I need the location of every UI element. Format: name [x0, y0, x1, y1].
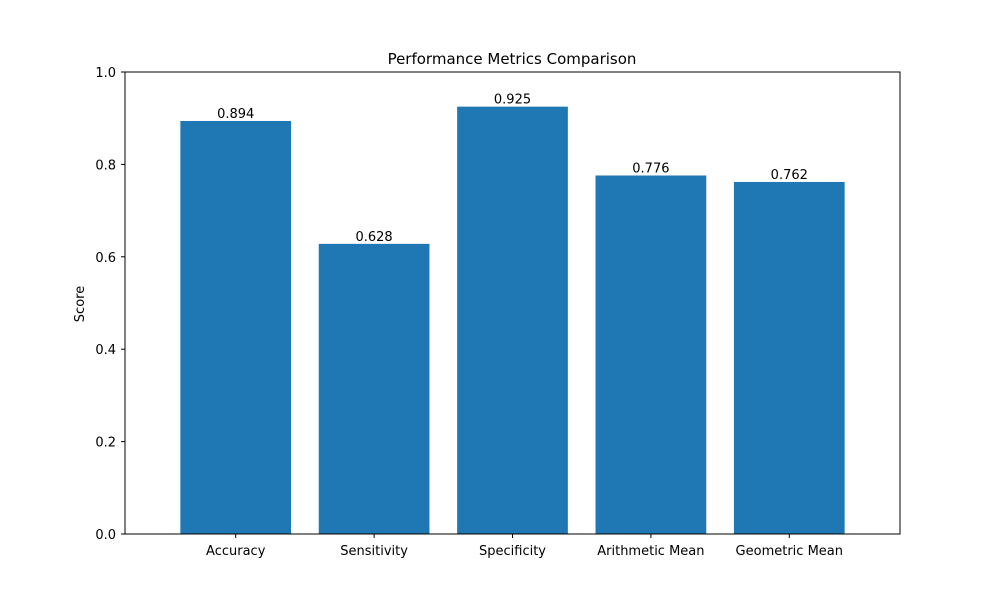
- y-axis-ticks: 0.0 0.2 0.4 0.6 0.8 1.0: [95, 66, 125, 543]
- y-tick-label: 1.0: [95, 66, 116, 81]
- bar-specificity: [457, 106, 568, 535]
- data-label-sensitivity: 0.628: [355, 230, 392, 245]
- y-tick-label: 0.2: [95, 436, 116, 451]
- x-tick-label: Specificity: [479, 544, 546, 559]
- y-tick-label: 0.4: [95, 343, 116, 358]
- x-tick-label: Sensitivity: [340, 544, 408, 559]
- bars-group: [180, 106, 845, 535]
- data-label-accuracy: 0.894: [217, 107, 254, 122]
- y-tick-label: 0.0: [95, 528, 116, 543]
- data-labels-group: 0.894 0.628 0.925 0.776 0.762: [217, 93, 808, 245]
- x-axis-ticks: Accuracy Sensitivity Specificity Arithmetic…: [206, 534, 843, 559]
- x-tick-label: Arithmetic Mean: [597, 544, 704, 559]
- y-tick-label: 0.6: [95, 251, 116, 266]
- x-tick-label: Accuracy: [206, 544, 266, 559]
- bar-arithmetic-mean: [595, 175, 707, 534]
- x-tick-label: Geometric Mean: [736, 544, 843, 559]
- data-label-specificity: 0.925: [494, 93, 531, 108]
- bar-sensitivity: [318, 243, 430, 534]
- data-label-arithmetic-mean: 0.776: [632, 161, 669, 176]
- y-axis-label: Score: [73, 286, 88, 322]
- plot-area-frame: [124, 71, 901, 535]
- data-label-geometric-mean: 0.762: [771, 168, 808, 183]
- bar-accuracy: [180, 120, 292, 535]
- y-tick-label: 0.8: [95, 158, 116, 173]
- bar-geometric-mean: [733, 181, 845, 534]
- chart-title: Performance Metrics Comparison: [388, 50, 637, 68]
